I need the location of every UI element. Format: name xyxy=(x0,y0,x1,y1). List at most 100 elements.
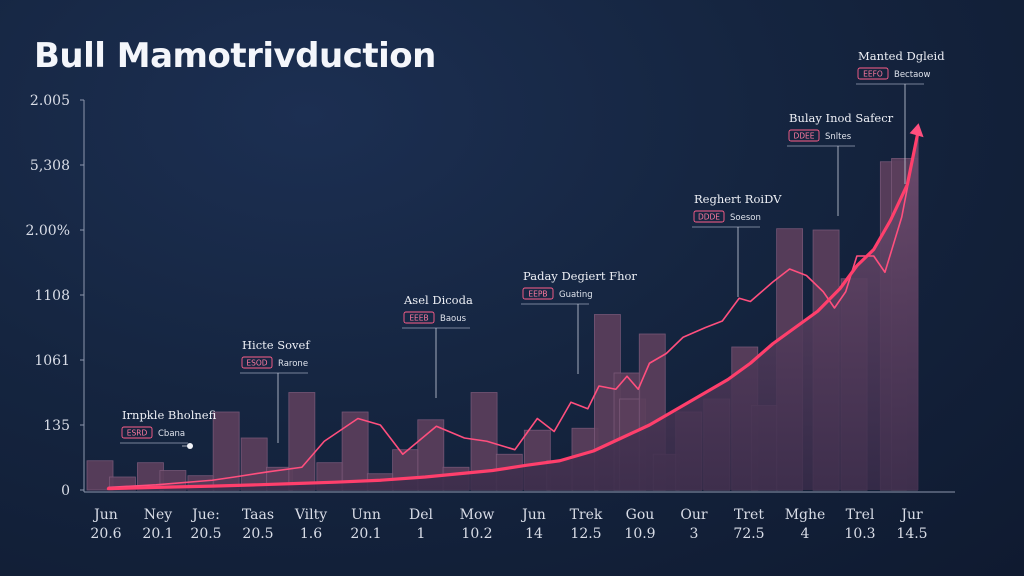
x-tick-month: Jur xyxy=(899,507,923,523)
series-line-lower xyxy=(106,127,921,491)
x-tick-day: 20.1 xyxy=(350,526,381,542)
arrow-head-icon xyxy=(909,123,924,138)
annotation-chip xyxy=(121,426,153,439)
x-tick-day: 20.5 xyxy=(190,526,221,542)
y-tick-label: 5,308 xyxy=(30,158,70,174)
annotation-title: Manted Dgleid xyxy=(858,49,945,63)
annotation-chip-label: EEPB xyxy=(528,290,547,299)
annotation-title: Hicte Sovef xyxy=(242,338,310,352)
x-tick-day: 20.6 xyxy=(90,526,121,542)
annotation-chip-label: DDEE xyxy=(793,132,814,141)
y-tick-label: 1108 xyxy=(34,288,70,304)
chart-title: Bull Mamotrivduction xyxy=(34,36,436,76)
bar xyxy=(341,411,369,491)
x-tick: Del 1 xyxy=(409,507,434,542)
annotation: Hicte Sovef ESOD Rarone xyxy=(240,338,310,443)
x-tick: Ney 20.1 xyxy=(142,507,173,542)
x-tick: Trel 10.3 xyxy=(844,507,875,542)
x-tick: Vilty 1.6 xyxy=(294,507,327,542)
annotation-dot xyxy=(187,443,193,449)
x-tick-day: 10.9 xyxy=(624,526,655,542)
x-tick: Jun 20.6 xyxy=(90,507,121,542)
x-tick-day: 12.5 xyxy=(570,526,601,542)
x-tick-month: Taas xyxy=(242,507,274,523)
x-tick-month: Mow xyxy=(460,507,495,523)
annotation: Reghert RoiDV DDDE Soeson xyxy=(692,192,782,297)
annotation-chip-label: ESRD xyxy=(127,429,148,438)
x-tick-day: 1.6 xyxy=(300,526,322,542)
annotation: Manted Dgleid EEFO Bectaow xyxy=(856,49,945,184)
x-tick-month: Mghe xyxy=(785,507,826,523)
x-tick: Our 3 xyxy=(680,507,707,542)
x-tick-month: Unn xyxy=(351,507,381,523)
x-tick-month: Trek xyxy=(570,507,603,523)
annotation-sub: Snltes xyxy=(825,132,852,142)
bar xyxy=(240,437,268,491)
annotation-chip xyxy=(788,129,820,142)
annotation-sub: Baous xyxy=(440,314,467,324)
x-tick: Mow 10.2 xyxy=(460,507,495,542)
annotation: Irnpkle Bholnefi ESRD Cbana xyxy=(120,408,217,449)
annotation-sub: Guating xyxy=(559,290,593,300)
x-tick-month: Ney xyxy=(144,507,173,523)
annotation-title: Paday Degiert Fhor xyxy=(523,269,637,283)
x-tick: Unn 20.1 xyxy=(350,507,381,542)
x-tick-month: Trel xyxy=(846,507,875,523)
x-tick: Trek 12.5 xyxy=(570,507,603,542)
x-tick: Jun 14 xyxy=(520,507,546,542)
x-tick-day: 72.5 xyxy=(733,526,764,542)
annotation-chip xyxy=(241,356,273,369)
x-tick: Jur 14.5 xyxy=(896,507,927,542)
x-tick-day: 10.3 xyxy=(844,526,875,542)
x-tick: Taas 20.5 xyxy=(242,507,274,542)
y-tick-label: 135 xyxy=(43,418,70,434)
annotation-title: Asel Dicoda xyxy=(403,293,473,307)
annotation-chip-label: EEFO xyxy=(863,70,883,79)
x-tick-month: Del xyxy=(409,507,434,523)
y-tick-label: 2.00% xyxy=(26,223,70,239)
y-tick-label: 0 xyxy=(61,483,70,499)
x-tick: Jue: 20.5 xyxy=(190,507,221,542)
annotation-sub: Soeson xyxy=(730,213,761,223)
series-area xyxy=(108,129,919,490)
annotation: Bulay Inod Safecr DDEE Snltes xyxy=(787,111,894,216)
x-tick: Mghe 4 xyxy=(785,507,826,542)
annotation-chip-label: EEEB xyxy=(409,314,428,323)
annotation-chip-label: ESOD xyxy=(246,359,267,368)
annotation-chip xyxy=(693,210,725,223)
x-tick: Tret 72.5 xyxy=(733,507,764,542)
x-tick-month: Our xyxy=(680,507,707,523)
x-tick-day: 20.5 xyxy=(242,526,273,542)
x-tick-day: 20.1 xyxy=(142,526,173,542)
y-tick-label: 2.005 xyxy=(30,93,70,109)
annotation-chip xyxy=(857,67,889,80)
annotation-title: Reghert RoiDV xyxy=(694,192,782,206)
x-tick-month: Jun xyxy=(92,507,118,523)
y-tick-label: 1061 xyxy=(34,353,70,369)
bar xyxy=(86,460,114,491)
series-line-upper xyxy=(107,128,920,489)
annotation-chip-label: DDDE xyxy=(698,213,720,222)
x-tick-day: 14.5 xyxy=(896,526,927,542)
x-tick-day: 14 xyxy=(525,526,543,542)
annotation-title: Irnpkle Bholnefi xyxy=(122,408,217,422)
x-tick-month: Tret xyxy=(734,507,764,523)
x-tick-day: 3 xyxy=(690,526,699,542)
annotation-title: Bulay Inod Safecr xyxy=(789,111,894,125)
annotation-chip xyxy=(522,287,554,300)
x-tick-day: 4 xyxy=(801,526,810,542)
annotation-sub: Bectaow xyxy=(894,70,930,80)
annotation: Asel Dicoda EEEB Baous xyxy=(402,293,473,398)
x-tick: Gou 10.9 xyxy=(624,507,655,542)
annotation-chip xyxy=(403,311,435,324)
bar xyxy=(288,392,316,491)
annotation-sub: Rarone xyxy=(278,359,308,369)
x-tick-day: 1 xyxy=(417,526,426,542)
x-tick-day: 10.2 xyxy=(461,526,492,542)
annotation-sub: Cbana xyxy=(158,429,185,439)
annotation: Paday Degiert Fhor EEPB Guating xyxy=(521,269,637,374)
x-tick-month: Jue: xyxy=(190,507,220,523)
x-tick-month: Gou xyxy=(626,507,655,523)
x-tick-month: Jun xyxy=(520,507,546,523)
